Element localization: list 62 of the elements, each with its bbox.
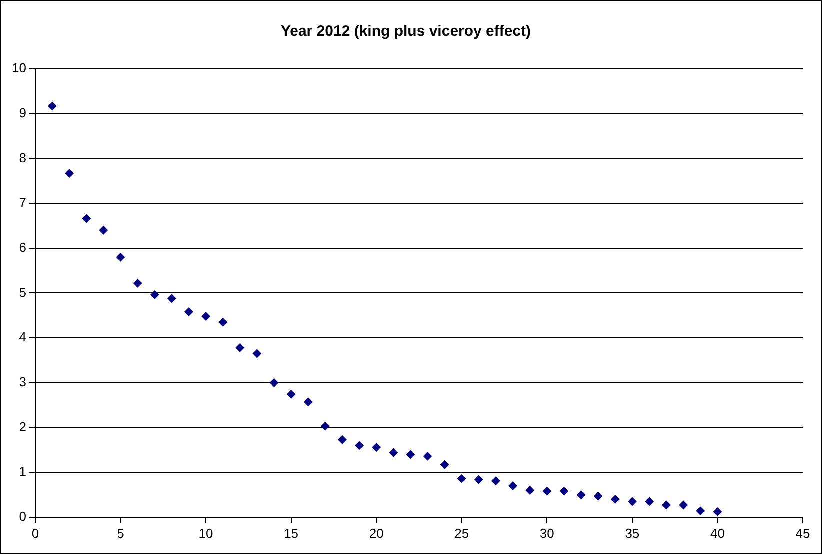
point (202, 312, 211, 322)
y-tick-label: 10 (12, 60, 26, 76)
point (491, 476, 500, 486)
x-tick-label: 30 (540, 526, 554, 541)
point (474, 475, 484, 484)
point (270, 378, 279, 388)
point (406, 450, 416, 460)
x-tick-label: 0 (32, 526, 40, 541)
point (628, 497, 637, 506)
point (304, 398, 313, 407)
point (167, 294, 176, 304)
point (82, 214, 92, 224)
point (389, 448, 398, 458)
y-tick-label: 2 (19, 419, 26, 434)
y-tick-label: 4 (19, 330, 26, 345)
point (542, 486, 552, 496)
point (286, 390, 296, 400)
y-tick-label: 6 (19, 240, 26, 255)
y-tick-label: 5 (19, 284, 26, 300)
point (644, 497, 654, 506)
point (320, 422, 330, 431)
y-tick-label: 1 (19, 464, 26, 480)
point (696, 506, 706, 516)
point (252, 349, 262, 358)
point (218, 318, 228, 327)
y-tick-label: 9 (19, 105, 26, 120)
point (116, 252, 126, 262)
point (560, 486, 569, 496)
x-tick-label: 10 (198, 526, 214, 541)
point (526, 486, 535, 495)
point (99, 226, 108, 235)
point (679, 500, 688, 510)
x-tick-label: 25 (454, 526, 470, 541)
point (576, 490, 586, 500)
y-tick-label: 8 (19, 150, 26, 166)
x-tick-label: 45 (796, 526, 810, 541)
y-tick-label: 3 (19, 374, 26, 390)
point (184, 308, 194, 317)
x-tick-label: 5 (117, 526, 124, 541)
x-tick-label: 20 (369, 526, 384, 541)
chart-title: Year 2012 (king plus viceroy effect) (280, 23, 532, 40)
point (236, 343, 245, 352)
x-tick-label: 15 (284, 526, 299, 541)
x-tick-label: 40 (710, 526, 725, 541)
point (610, 494, 620, 504)
point (133, 278, 142, 288)
point (355, 441, 364, 450)
x-tick-label: 35 (625, 526, 640, 541)
point (594, 492, 603, 501)
point (662, 500, 672, 510)
point (423, 452, 432, 461)
point (65, 168, 74, 178)
point (508, 482, 518, 491)
point (713, 508, 722, 517)
point (372, 442, 382, 452)
point (150, 290, 160, 300)
point (457, 474, 466, 484)
y-tick-label: 7 (19, 195, 26, 210)
point (338, 435, 347, 444)
y-tick-label: 0 (19, 508, 26, 524)
point (48, 102, 58, 111)
point (440, 460, 450, 470)
